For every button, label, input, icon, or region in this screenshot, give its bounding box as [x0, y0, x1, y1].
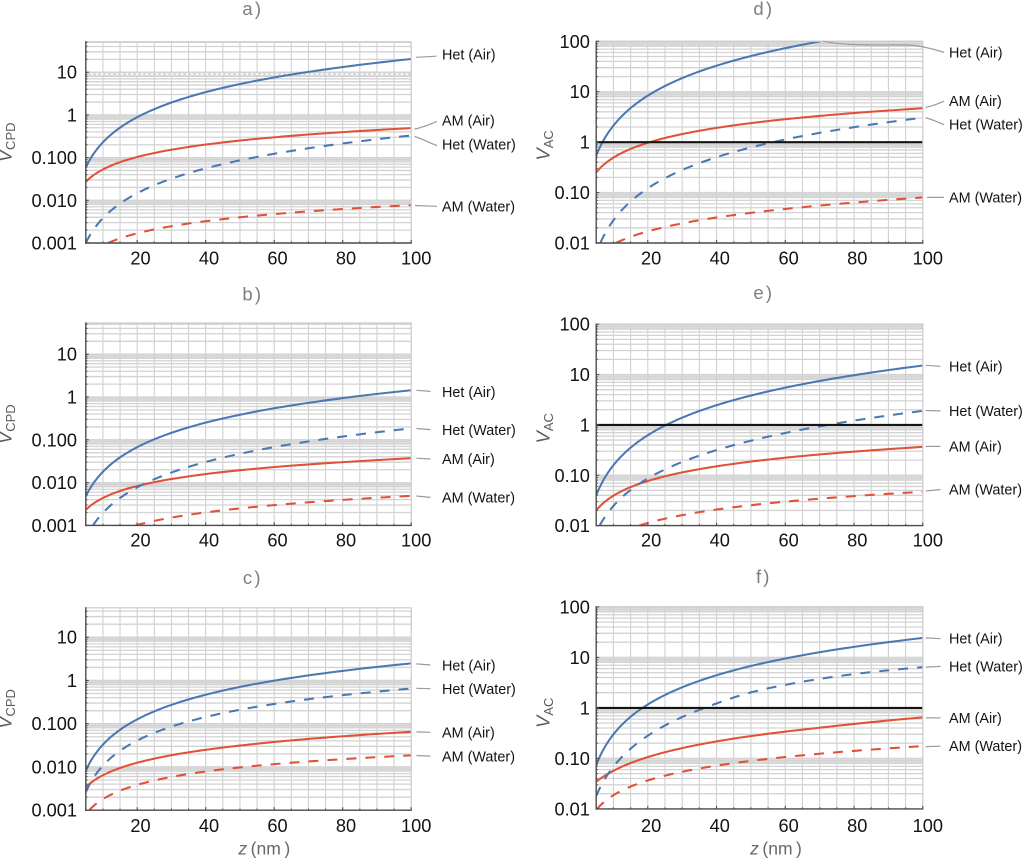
svg-text:c): c) [243, 567, 263, 588]
svg-text:80: 80 [847, 816, 867, 836]
svg-text:AM (Water): AM (Water) [442, 200, 515, 216]
svg-text:Het (Water): Het (Water) [949, 118, 1023, 134]
svg-text:Het (Air): Het (Air) [949, 632, 1003, 648]
svg-text:40: 40 [199, 816, 219, 836]
svg-text:10: 10 [570, 648, 590, 668]
svg-text:80: 80 [336, 531, 356, 551]
svg-text:e): e) [753, 282, 774, 303]
svg-text:0.01: 0.01 [554, 234, 589, 254]
svg-text:60: 60 [778, 249, 798, 269]
svg-text:AM (Air): AM (Air) [949, 711, 1002, 727]
svg-text:40: 40 [199, 249, 219, 269]
svg-text:VCPD: VCPD [0, 404, 18, 444]
svg-text:20: 20 [641, 249, 661, 269]
svg-text:AM (Air): AM (Air) [442, 725, 495, 741]
svg-text:VAC: VAC [533, 413, 557, 443]
svg-text:40: 40 [199, 531, 219, 551]
svg-text:100: 100 [401, 531, 431, 551]
svg-text:60: 60 [267, 531, 287, 551]
svg-text:10: 10 [57, 628, 77, 648]
svg-text:100: 100 [401, 816, 431, 836]
svg-text:AM (Water): AM (Water) [949, 190, 1022, 206]
svg-text:20: 20 [130, 816, 150, 836]
svg-text:0.10: 0.10 [554, 749, 589, 769]
svg-text:AM (Air): AM (Air) [442, 114, 495, 130]
svg-text:b): b) [242, 284, 263, 305]
svg-text:VCPD: VCPD [0, 689, 18, 729]
svg-text:VAC: VAC [533, 130, 557, 160]
svg-text:AM (Air): AM (Air) [442, 452, 495, 468]
svg-text:1: 1 [67, 388, 77, 408]
svg-text:Het (Water): Het (Water) [949, 659, 1023, 675]
svg-text:0.10: 0.10 [554, 183, 589, 203]
svg-text:1: 1 [580, 698, 590, 718]
svg-text:20: 20 [641, 531, 661, 551]
svg-text:VCPD: VCPD [0, 123, 18, 163]
svg-text:z (nm ): z (nm ) [749, 839, 802, 859]
svg-text:10: 10 [57, 345, 77, 365]
svg-text:100: 100 [560, 315, 590, 335]
svg-text:40: 40 [710, 816, 730, 836]
svg-text:z (nm ): z (nm ) [237, 839, 290, 859]
svg-text:100: 100 [913, 531, 943, 551]
svg-text:20: 20 [130, 531, 150, 551]
svg-text:0.010: 0.010 [31, 473, 77, 493]
svg-text:AM (Water): AM (Water) [442, 749, 515, 765]
svg-text:100: 100 [913, 816, 943, 836]
svg-text:Het (Water): Het (Water) [949, 404, 1023, 420]
svg-text:0.100: 0.100 [31, 148, 77, 168]
svg-text:80: 80 [336, 816, 356, 836]
svg-text:AM (Water): AM (Water) [949, 739, 1022, 755]
svg-text:0.01: 0.01 [554, 799, 589, 819]
svg-text:Het (Air): Het (Air) [442, 658, 496, 674]
svg-text:100: 100 [560, 32, 590, 52]
svg-text:AM (Air): AM (Air) [949, 94, 1002, 110]
svg-text:0.001: 0.001 [31, 516, 77, 536]
svg-text:40: 40 [710, 249, 730, 269]
svg-text:10: 10 [57, 63, 77, 83]
svg-text:1: 1 [580, 415, 590, 435]
svg-text:1: 1 [580, 133, 590, 153]
svg-text:AM (Water): AM (Water) [442, 491, 515, 507]
svg-text:d): d) [753, 0, 774, 19]
svg-text:80: 80 [847, 531, 867, 551]
svg-text:60: 60 [267, 816, 287, 836]
svg-text:80: 80 [847, 249, 867, 269]
svg-text:Het (Air): Het (Air) [442, 385, 496, 401]
svg-text:Het (Air): Het (Air) [949, 46, 1003, 62]
svg-text:10: 10 [570, 365, 590, 385]
svg-text:1: 1 [67, 105, 77, 125]
svg-text:1: 1 [67, 671, 77, 691]
svg-text:10: 10 [570, 82, 590, 102]
svg-text:60: 60 [778, 816, 798, 836]
svg-text:VAC: VAC [533, 698, 557, 728]
svg-text:Het (Water): Het (Water) [442, 682, 516, 698]
svg-text:0.01: 0.01 [554, 516, 589, 536]
svg-text:0.100: 0.100 [31, 430, 77, 450]
svg-text:100: 100 [913, 249, 943, 269]
svg-text:40: 40 [710, 531, 730, 551]
svg-text:20: 20 [641, 816, 661, 836]
svg-text:60: 60 [778, 531, 798, 551]
svg-text:20: 20 [130, 249, 150, 269]
svg-text:AM (Water): AM (Water) [949, 482, 1022, 498]
svg-text:Het (Air): Het (Air) [442, 48, 496, 64]
svg-text:0.001: 0.001 [31, 234, 77, 254]
svg-text:0.010: 0.010 [31, 758, 77, 778]
svg-text:100: 100 [560, 597, 590, 617]
svg-text:f): f) [756, 566, 772, 587]
svg-text:0.001: 0.001 [31, 801, 77, 821]
svg-text:AM (Air): AM (Air) [949, 439, 1002, 455]
svg-text:Het (Water): Het (Water) [442, 138, 516, 154]
svg-text:80: 80 [336, 249, 356, 269]
svg-text:100: 100 [401, 249, 431, 269]
svg-text:60: 60 [267, 249, 287, 269]
svg-text:a): a) [242, 0, 263, 19]
svg-text:0.010: 0.010 [31, 191, 77, 211]
svg-text:0.10: 0.10 [554, 466, 589, 486]
svg-text:0.100: 0.100 [31, 714, 77, 734]
svg-text:Het (Water): Het (Water) [442, 423, 516, 439]
svg-text:Het (Air): Het (Air) [949, 359, 1003, 375]
